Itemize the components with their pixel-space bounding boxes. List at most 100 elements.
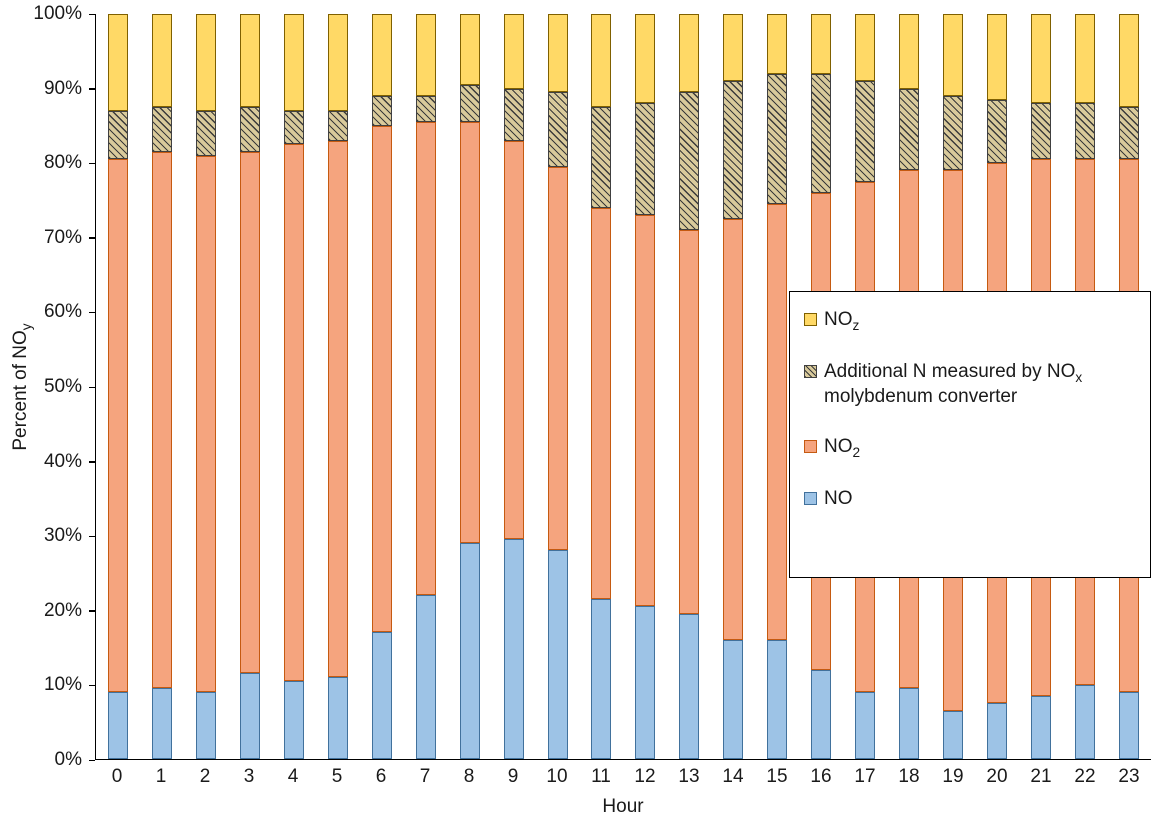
- legend-label-additional-n: Additional N measured by NOx molybdenum …: [824, 361, 1083, 408]
- legend-item-no: NO: [802, 488, 1138, 513]
- stacked-bar-hour-3: [239, 14, 260, 759]
- x-tick-label: 9: [507, 766, 519, 787]
- bar-segment-no2: [415, 122, 436, 596]
- bar-segment-addn: [107, 110, 128, 160]
- bar-segment-no2: [767, 204, 788, 640]
- x-tick-label: 15: [766, 766, 788, 787]
- bar-segment-noz: [679, 14, 700, 93]
- y-tick-label: 40%: [0, 451, 95, 472]
- bar-segment-addn: [239, 107, 260, 152]
- legend-swatch-noz: [804, 313, 817, 326]
- bar-segment-addn: [943, 95, 964, 171]
- bar-slot: [623, 14, 667, 759]
- bar-segment-noz: [635, 14, 656, 104]
- bar-segment-no2: [723, 218, 744, 640]
- x-tick-label: 10: [546, 766, 568, 787]
- bar-segment-no: [283, 680, 304, 759]
- stacked-bar-hour-0: [107, 14, 128, 759]
- x-axis-labels: 0 1 2 3 4 5 6 7 8 9 10 11 12 13 14 15 16 17 18 19 20 21 22 23: [95, 766, 1151, 788]
- bar-segment-noz: [415, 14, 436, 96]
- x-tick-label: 13: [678, 766, 700, 787]
- bar-segment-no: [547, 550, 568, 759]
- bar-segment-noz: [239, 14, 260, 108]
- bar-segment-addn: [1030, 103, 1051, 160]
- stacked-bar-hour-9: [503, 14, 524, 759]
- stacked-bar-hour-7: [415, 14, 436, 759]
- bar-slot: [711, 14, 755, 759]
- x-tick-label: 1: [155, 766, 167, 787]
- y-tick-mark: [89, 311, 95, 314]
- bar-segment-addn: [635, 103, 656, 216]
- bar-segment-no2: [327, 140, 348, 678]
- bar-segment-noz: [459, 14, 480, 85]
- bar-segment-noz: [371, 14, 392, 96]
- x-tick-label: 17: [854, 766, 876, 787]
- x-tick-label: 21: [1030, 766, 1052, 787]
- legend-label-noz: NOz: [824, 309, 860, 333]
- legend: NOz Additional N measured by NOx molybde…: [789, 291, 1151, 578]
- bar-segment-addn: [547, 92, 568, 167]
- x-tick-label: 23: [1118, 766, 1140, 787]
- bar-slot: [316, 14, 360, 759]
- bar-slot: [228, 14, 272, 759]
- bar-segment-no: [635, 606, 656, 759]
- bar-segment-no: [195, 691, 216, 759]
- bar-segment-no: [1030, 695, 1051, 759]
- stacked-bar-hour-6: [371, 14, 392, 759]
- bar-segment-addn: [283, 110, 304, 145]
- y-tick-mark: [89, 88, 95, 90]
- bar-segment-no: [679, 613, 700, 759]
- bar-segment-addn: [855, 81, 876, 182]
- bar-segment-noz: [1030, 14, 1051, 104]
- y-tick-label: 100%: [0, 4, 95, 24]
- bar-segment-no: [415, 595, 436, 759]
- bar-segment-noz: [811, 14, 832, 74]
- bar-segment-addn: [327, 110, 348, 141]
- bar-segment-no: [591, 598, 612, 759]
- bar-segment-addn: [459, 84, 480, 123]
- bar-segment-addn: [1118, 107, 1139, 160]
- bar-segment-no: [723, 639, 744, 759]
- bar-segment-no: [1074, 684, 1095, 759]
- bar-segment-noz: [1074, 14, 1095, 104]
- bar-segment-no: [1118, 691, 1139, 759]
- bar-segment-noz: [151, 14, 172, 108]
- bar-segment-addn: [987, 99, 1008, 163]
- bar-segment-no2: [635, 215, 656, 607]
- y-tick-label: 80%: [0, 153, 95, 173]
- bar-segment-addn: [151, 107, 172, 152]
- bar-segment-noz: [107, 14, 128, 111]
- bar-segment-noz: [195, 14, 216, 111]
- bar-segment-no2: [459, 122, 480, 543]
- bar-segment-no: [899, 688, 920, 759]
- x-tick-label: 22: [1074, 766, 1096, 787]
- stacked-bar-hour-4: [283, 14, 304, 759]
- y-tick-mark: [89, 684, 95, 687]
- x-tick-label: 11: [591, 766, 611, 787]
- bar-segment-addn: [899, 88, 920, 171]
- x-tick-label: 12: [634, 766, 656, 787]
- y-tick-label: 0%: [0, 750, 95, 770]
- bar-segment-no2: [547, 166, 568, 551]
- y-tick-mark: [89, 610, 95, 612]
- bar-segment-no2: [195, 155, 216, 692]
- bar-segment-noz: [1118, 14, 1139, 108]
- stacked-bar-hour-2: [195, 14, 216, 759]
- x-tick-label: 20: [986, 766, 1008, 787]
- stacked-bar-hour-8: [459, 14, 480, 759]
- y-tick-mark: [89, 13, 95, 15]
- bar-slot: [360, 14, 404, 759]
- bar-segment-no2: [151, 151, 172, 689]
- bar-segment-no: [987, 703, 1008, 759]
- bar-segment-noz: [943, 14, 964, 96]
- y-tick-mark: [89, 535, 95, 538]
- bar-slot: [140, 14, 184, 759]
- bar-segment-no: [239, 673, 260, 759]
- stacked-bar-hour-14: [723, 14, 744, 759]
- bar-segment-addn: [371, 95, 392, 126]
- legend-item-no2: NO2: [802, 436, 1138, 461]
- bar-segment-noz: [855, 14, 876, 82]
- stacked-bar-hour-15: [767, 14, 788, 759]
- x-tick-label: 16: [810, 766, 832, 787]
- bar-segment-addn: [195, 110, 216, 156]
